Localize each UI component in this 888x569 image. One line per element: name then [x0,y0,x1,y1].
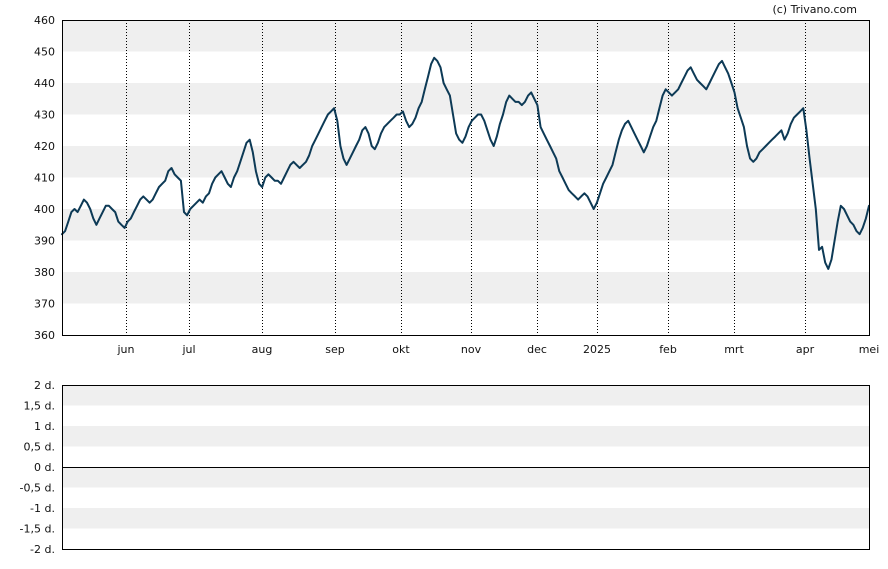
copyright-label: (c) Trivano.com [772,3,857,16]
x-tick-label: mei [859,343,880,356]
y-tick-label: 390 [34,235,55,248]
price-y-axis: 460 450 440 430 420 410 400 390 380 370 360 [34,14,55,342]
x-tick-label: nov [461,343,482,356]
x-tick-label: apr [796,343,815,356]
y-tick-label: 0,5 d. [24,441,55,454]
price-series-line [61,56,870,270]
y-tick-label: 410 [34,172,55,185]
indicator-y-axis: 2 d. 1,5 d. 1 d. 0,5 d. 0 d. -0,5 d. -1 d. -1,5… [20,379,55,556]
y-tick-label: 1 d. [34,420,55,433]
price-grid-bands [62,20,869,304]
y-tick-label: 380 [34,266,55,279]
grid-band [62,272,869,304]
grid-band [62,426,869,447]
y-tick-label: 0 d. [34,461,55,474]
x-tick-label: 2025 [583,343,611,356]
indicator-panel-frame [62,385,870,550]
x-tick-label: sep [325,343,344,356]
grid-band [62,508,869,529]
indicator-panel: 2 d. 1,5 d. 1 d. 0,5 d. 0 d. -0,5 d. -1 d. -1,5… [20,379,870,556]
y-tick-label: -1 d. [30,502,55,515]
y-tick-label: 400 [34,203,55,216]
y-tick-label: 460 [34,14,55,27]
x-tick-label: feb [659,343,677,356]
price-panel: 460 450 440 430 420 410 400 390 380 370 360 jun jul… [34,14,879,356]
x-tick-label: mrt [724,343,744,356]
y-tick-label: 420 [34,140,55,153]
grid-band [62,209,869,241]
grid-band [62,20,869,52]
y-tick-label: 2 d. [34,379,55,392]
y-tick-label: 370 [34,298,55,311]
y-tick-label: 450 [34,46,55,59]
y-tick-label: 440 [34,77,55,90]
y-tick-label: -0,5 d. [20,482,55,495]
x-tick-label: jun [117,343,135,356]
x-tick-label: dec [527,343,547,356]
grid-band [62,467,869,488]
y-tick-label: 1,5 d. [24,400,55,413]
y-tick-label: 430 [34,109,55,122]
grid-band [62,385,869,406]
x-tick-label: jul [181,343,195,356]
price-panel-frame [62,20,870,336]
grid-band [62,83,869,115]
x-tick-label: aug [252,343,273,356]
y-tick-label: -1,5 d. [20,523,55,536]
y-tick-label: -2 d. [30,543,55,556]
x-tick-label: okt [392,343,410,356]
price-x-axis: jun jul aug sep okt nov dec 2025 feb mrt apr mei [117,343,880,356]
y-tick-label: 360 [34,329,55,342]
indicator-grid-bands [62,385,869,529]
